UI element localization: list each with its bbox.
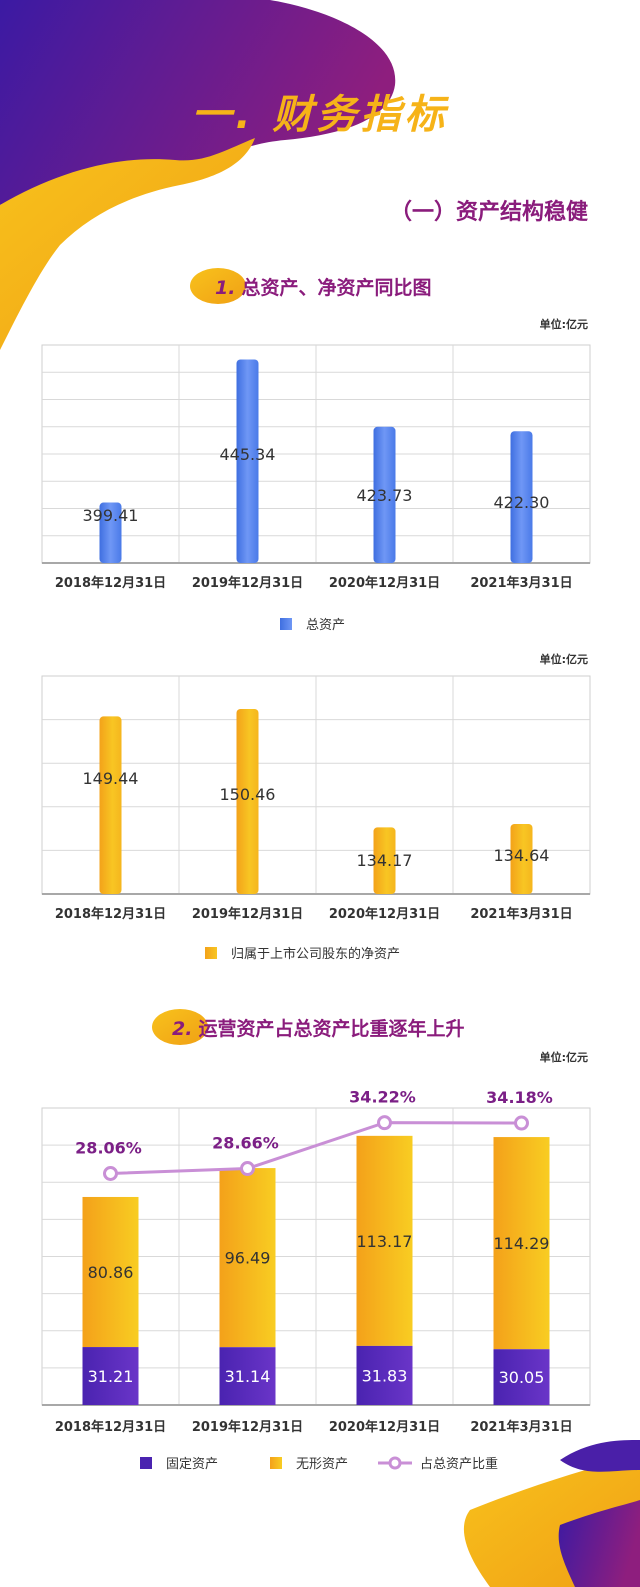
chart-1-x-tick-label: 2018年12月31日: [55, 575, 166, 591]
legend-label-total-assets: 总资产: [306, 618, 346, 633]
legend-label-intangible-assets: 无形资产: [296, 1457, 349, 1472]
legend-swatch-total-assets: [280, 617, 292, 630]
chart-2-data-label: 134.17: [357, 851, 413, 870]
chart-3-bar-intangible: [219, 1168, 276, 1348]
chart-3-bar-intangible: [356, 1135, 413, 1346]
chart-2-bar: [236, 708, 259, 894]
legend-swatch-fixed-assets: [140, 1456, 152, 1469]
chart-2-bar: [99, 716, 122, 894]
chart-3-ratio-label: 34.22%: [349, 1088, 416, 1107]
chart-1-bar: [236, 359, 259, 563]
subtitle-blob-2: [152, 1009, 208, 1045]
chart-2-x-tick-label: 2019年12月31日: [192, 906, 303, 922]
chart-3-data-label-fixed: 31.21: [88, 1367, 134, 1386]
chart-3-x-tick-label: 2018年12月31日: [55, 1419, 166, 1435]
chart-3-data-label-fixed: 30.05: [499, 1368, 545, 1387]
chart-1-bar: [510, 431, 533, 563]
chart-3-legend: 固定资产 无形资产 占总资产比重: [140, 1453, 498, 1472]
chart-3-bar-fixed: [219, 1347, 276, 1405]
chart-1-data-label: 445.34: [220, 445, 276, 464]
chart-3-ratio-label: 28.06%: [75, 1139, 142, 1158]
chart-3-unit: 单位:亿元: [539, 1051, 588, 1064]
chart-1-legend: 总资产: [280, 614, 345, 633]
chart-1-data-label: 423.73: [357, 486, 413, 505]
chart-2-bar: [373, 827, 396, 894]
chart-3-bar-intangible: [82, 1196, 139, 1348]
chart-3-data-label-fixed: 31.83: [362, 1366, 408, 1385]
chart-1-x-tick-label: 2019年12月31日: [192, 575, 303, 591]
page-title: 一. 财务指标: [191, 92, 449, 138]
legend-swatch-ratio-line: [378, 1456, 413, 1469]
subtitle-2-text: 运营资产占总资产比重逐年上升: [198, 1018, 465, 1040]
chart-1-x-tick-label: 2021年3月31日: [470, 575, 572, 591]
chart-2-unit: 单位:亿元: [539, 653, 588, 666]
subtitle-blob-1: [190, 268, 246, 304]
chart-3-data-label-intangible: 113.17: [357, 1232, 413, 1251]
legend-label-ratio: 占总资产比重: [420, 1457, 499, 1472]
chart-3-data-label-fixed: 31.14: [225, 1367, 271, 1386]
subtitle-1: 1. 总资产、净资产同比图: [215, 273, 431, 300]
chart-3-bar-fixed: [493, 1349, 550, 1405]
subtitle-2: 2. 运营资产占总资产比重逐年上升: [172, 1014, 464, 1041]
chart-2-data-label: 149.44: [83, 769, 139, 788]
legend-label-net-assets: 归属于上市公司股东的净资产: [231, 947, 401, 962]
chart-1-data-label: 422.30: [494, 493, 550, 512]
chart-3-data-label-intangible: 80.86: [88, 1263, 134, 1282]
chart-1-unit: 单位:亿元: [539, 318, 588, 331]
legend-swatch-intangible-assets: [270, 1456, 283, 1469]
chart-3-ratio-label: 28.66%: [212, 1134, 279, 1153]
chart-1-data-label: 399.41: [83, 506, 139, 525]
chart-3-bar-fixed: [356, 1345, 413, 1405]
chart-2-data-label: 134.64: [494, 846, 550, 865]
header-decoration: [0, 0, 396, 350]
legend-label-fixed-assets: 固定资产: [166, 1457, 219, 1472]
chart-3-data-label-intangible: 114.29: [494, 1234, 550, 1253]
chart-2-bar: [510, 823, 533, 894]
chart-3-bar-fixed: [82, 1347, 139, 1405]
chart-2-x-tick-label: 2018年12月31日: [55, 906, 166, 922]
section-title: （一）资产结构稳健: [389, 200, 588, 225]
chart-3-x-tick-label: 2021年3月31日: [470, 1419, 572, 1435]
chart-2-legend: 归属于上市公司股东的净资产: [205, 943, 400, 962]
chart-2-data-label: 150.46: [220, 785, 276, 804]
chart-3-ratio-point: [377, 1115, 392, 1131]
chart-3-ratio-point: [240, 1161, 255, 1177]
chart-3-x-tick-label: 2019年12月31日: [192, 1419, 303, 1435]
chart-3-x-tick-label: 2020年12月31日: [329, 1419, 440, 1435]
chart-2-x-tick-label: 2020年12月31日: [329, 906, 440, 922]
subtitle-1-text: 总资产、净资产同比图: [241, 277, 432, 299]
chart-3-data-label-intangible: 96.49: [225, 1249, 271, 1268]
chart-3-bar-intangible: [493, 1137, 550, 1350]
chart-1-bar: [99, 502, 122, 563]
subtitle-2-number: 2.: [172, 1018, 193, 1040]
chart-2-x-tick-label: 2021年3月31日: [470, 906, 572, 922]
chart-1-x-tick-label: 2020年12月31日: [329, 575, 440, 591]
chart-3-ratio-label: 34.18%: [486, 1088, 553, 1107]
chart-3-ratio-point: [103, 1166, 118, 1182]
chart-3-ratio-point: [514, 1115, 529, 1131]
legend-swatch-net-assets: [205, 946, 217, 959]
chart-1-bar: [373, 426, 396, 563]
subtitle-1-number: 1.: [215, 277, 236, 299]
chart-3-ratio-line: [110, 1121, 522, 1176]
